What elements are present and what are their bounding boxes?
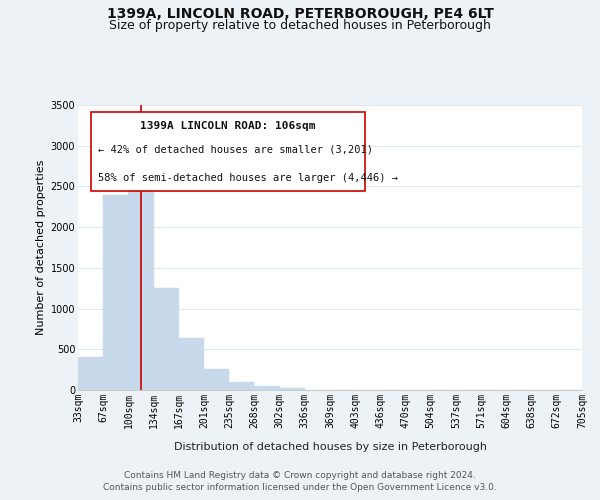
Bar bbox=[254, 386, 280, 390]
Text: ← 42% of detached houses are smaller (3,201): ← 42% of detached houses are smaller (3,… bbox=[98, 144, 373, 154]
Bar bbox=[204, 369, 229, 390]
Text: 58% of semi-detached houses are larger (4,446) →: 58% of semi-detached houses are larger (… bbox=[98, 173, 398, 183]
Bar bbox=[78, 358, 103, 390]
Bar bbox=[103, 194, 128, 390]
Bar bbox=[229, 382, 254, 390]
Text: Distribution of detached houses by size in Peterborough: Distribution of detached houses by size … bbox=[173, 442, 487, 452]
Bar bbox=[154, 288, 179, 390]
Text: 1399A LINCOLN ROAD: 106sqm: 1399A LINCOLN ROAD: 106sqm bbox=[140, 120, 316, 130]
Text: Size of property relative to detached houses in Peterborough: Size of property relative to detached ho… bbox=[109, 18, 491, 32]
Bar bbox=[179, 338, 204, 390]
Bar bbox=[128, 178, 154, 390]
Bar bbox=[280, 388, 305, 390]
Text: 1399A, LINCOLN ROAD, PETERBOROUGH, PE4 6LT: 1399A, LINCOLN ROAD, PETERBOROUGH, PE4 6… bbox=[107, 8, 493, 22]
Text: Contains HM Land Registry data © Crown copyright and database right 2024.: Contains HM Land Registry data © Crown c… bbox=[124, 471, 476, 480]
Text: Contains public sector information licensed under the Open Government Licence v3: Contains public sector information licen… bbox=[103, 483, 497, 492]
FancyBboxPatch shape bbox=[91, 112, 365, 190]
Y-axis label: Number of detached properties: Number of detached properties bbox=[37, 160, 46, 335]
